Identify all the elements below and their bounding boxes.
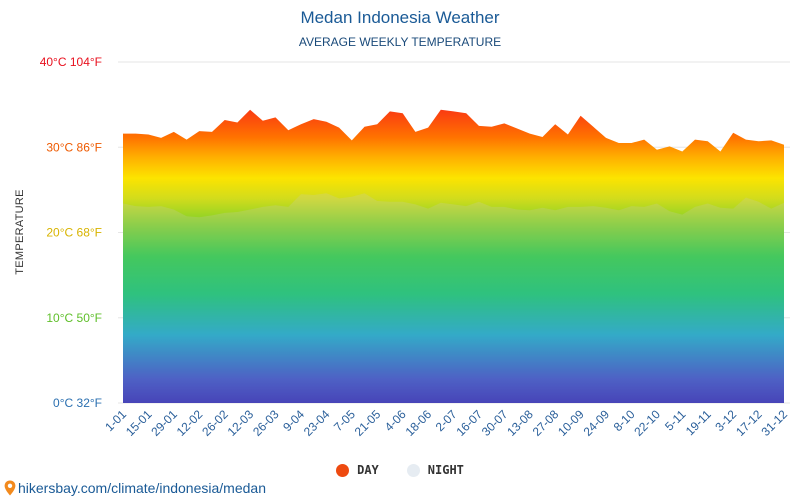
source-text: hikersbay.com/climate/indonesia/medan (18, 480, 266, 496)
x-tick-label: 13-08 (504, 407, 536, 439)
legend: DAY NIGHT (0, 463, 800, 477)
y-axis-title: TEMPERATURE (14, 189, 26, 275)
legend-day-dot (336, 463, 350, 477)
x-tick-label: 27-08 (530, 407, 562, 439)
x-tick-label: 23-04 (301, 407, 333, 439)
y-tick-label: 10°C 50°F (46, 311, 102, 325)
x-tick-label: 26-02 (199, 407, 231, 439)
legend-item-day[interactable]: DAY (336, 463, 379, 477)
map-pin-icon (4, 480, 16, 496)
x-tick-label: 24-09 (581, 407, 613, 439)
x-tick-label: 12-03 (225, 407, 257, 439)
legend-night-dot (406, 463, 420, 477)
source-link[interactable]: hikersbay.com/climate/indonesia/medan (4, 480, 266, 496)
legend-night-label: NIGHT (427, 463, 464, 477)
x-tick-label: 30-07 (479, 407, 511, 439)
x-tick-label: 17-12 (733, 407, 765, 439)
day-temperature-area (123, 109, 784, 403)
x-tick-label: 19-11 (683, 407, 714, 438)
x-axis-labels: 1-0115-0129-0112-0226-0212-0326-039-0423… (102, 407, 790, 439)
x-tick-label: 31-12 (759, 407, 791, 439)
night-temperature-area (123, 193, 784, 403)
x-tick-label: 26-03 (250, 407, 282, 439)
chart-subtitle: AVERAGE WEEKLY TEMPERATURE (298, 35, 502, 49)
y-axis-labels: 0°C 32°F 10°C 50°F 20°C 68°F 30°C 86°F 40°C … (40, 55, 102, 410)
y-tick-label: 0°C 32°F (53, 396, 102, 410)
chart-title: Medan Indonesia Weather (300, 8, 500, 27)
x-tick-label: 10-09 (555, 407, 587, 439)
x-tick-label: 15-01 (123, 407, 155, 439)
legend-day-label: DAY (357, 463, 379, 477)
y-tick-label: 20°C 68°F (46, 226, 102, 240)
x-tick-label: 16-07 (453, 407, 485, 439)
y-tick-label: 40°C 104°F (40, 55, 102, 69)
x-tick-label: 12-02 (174, 407, 206, 439)
x-tick-label: 18-06 (403, 407, 435, 439)
x-tick-label: 22-10 (631, 407, 663, 439)
legend-item-night[interactable]: NIGHT (406, 463, 464, 477)
x-tick-label: 29-01 (148, 407, 180, 439)
y-tick-label: 30°C 86°F (46, 140, 102, 154)
x-tick-label: 21-05 (352, 407, 384, 439)
